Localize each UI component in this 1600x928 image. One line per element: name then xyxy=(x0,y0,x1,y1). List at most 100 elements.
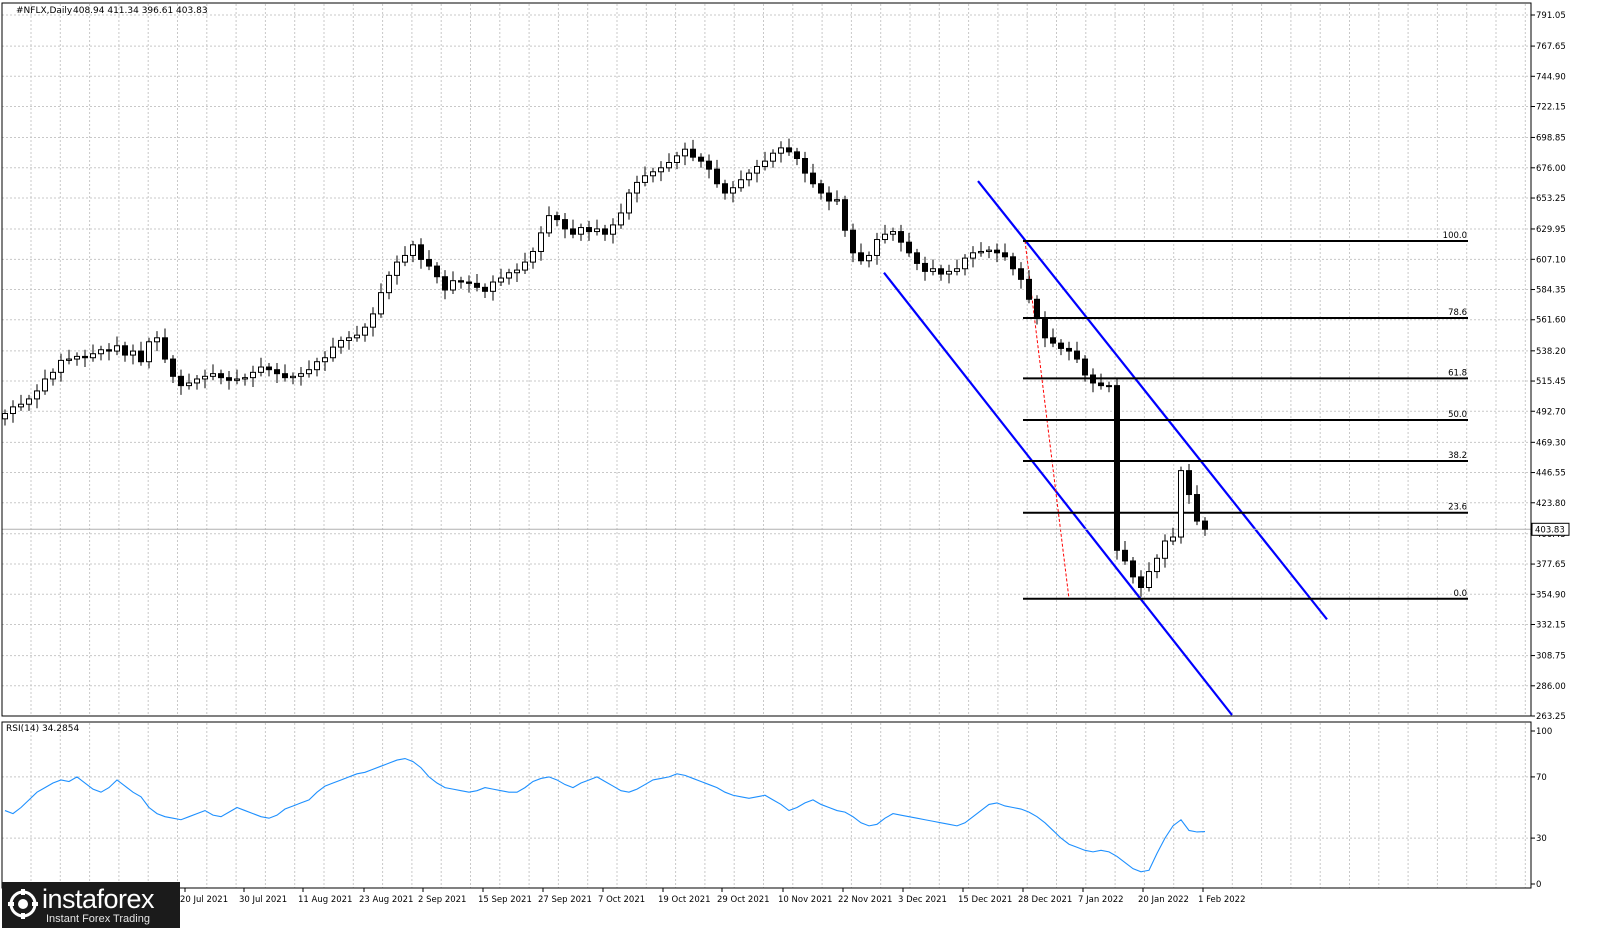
candle-body xyxy=(1170,536,1176,542)
price-axis-label: 607.10 xyxy=(1536,255,1566,265)
fib-level-label: 100.0 xyxy=(1443,231,1467,241)
date-axis-label: 19 Oct 2021 xyxy=(658,895,711,905)
candle-body xyxy=(1130,560,1136,578)
candle-body xyxy=(1066,347,1072,352)
candle-body xyxy=(10,406,16,415)
candle-body xyxy=(418,244,424,260)
candle-body xyxy=(58,359,64,373)
candle-body xyxy=(594,228,600,233)
candle-body xyxy=(946,270,952,275)
candle-body xyxy=(290,375,296,379)
main-grid xyxy=(2,4,1531,717)
date-axis-label: 23 Aug 2021 xyxy=(359,895,413,905)
candle-body xyxy=(554,215,560,221)
candle-body xyxy=(234,378,240,381)
candle-body xyxy=(810,172,816,185)
price-axis-label: 377.65 xyxy=(1536,560,1566,570)
candle-body xyxy=(826,192,832,202)
candle-body xyxy=(874,239,880,256)
candle-body xyxy=(178,375,184,387)
price-axis-label: 423.80 xyxy=(1536,499,1566,509)
price-axis-label: 354.90 xyxy=(1536,590,1566,600)
date-axis-label: 7 Oct 2021 xyxy=(598,895,645,905)
candle-body xyxy=(1090,374,1096,384)
candle-body xyxy=(658,167,664,173)
candle-body xyxy=(882,233,888,241)
candle-body xyxy=(2,413,8,420)
candle-body xyxy=(898,231,904,243)
date-axis-label: 11 Aug 2021 xyxy=(298,895,352,905)
candle-body xyxy=(626,192,632,214)
candle-body xyxy=(690,148,696,158)
candle-body xyxy=(74,355,80,360)
date-axis-label: 29 Oct 2021 xyxy=(717,895,770,905)
rsi-axis-label: 70 xyxy=(1536,773,1547,783)
candle-body xyxy=(794,151,800,160)
candle-body xyxy=(114,345,120,352)
candle-body xyxy=(66,358,72,361)
candle-body xyxy=(578,227,584,235)
candle-body xyxy=(1162,540,1168,559)
fib-level-label: 50.0 xyxy=(1448,410,1467,420)
date-axis-label: 27 Sep 2021 xyxy=(538,895,592,905)
price-axis-label: 446.55 xyxy=(1536,469,1566,479)
date-axis-label: 20 Jan 2022 xyxy=(1138,895,1189,905)
candle-body xyxy=(1146,571,1152,589)
candle-body xyxy=(298,373,304,377)
candle-body xyxy=(930,268,936,272)
rsi-line xyxy=(4,757,1206,873)
candle-body xyxy=(490,281,496,292)
candle-body xyxy=(730,187,736,194)
price-axis-label: 469.30 xyxy=(1536,438,1566,448)
candle-body xyxy=(714,168,720,185)
candle-body xyxy=(938,268,944,275)
candle-body xyxy=(34,390,40,400)
main-pane-frame xyxy=(1,2,1532,717)
candle-body xyxy=(154,337,160,343)
price-axis-label: 629.95 xyxy=(1536,225,1566,235)
candle-body xyxy=(834,199,840,202)
candle-body xyxy=(850,229,856,254)
price-axis-label: 722.15 xyxy=(1536,103,1566,113)
candle-body xyxy=(754,165,760,174)
candle-body xyxy=(314,361,320,371)
candle-body xyxy=(378,292,384,315)
candle-body xyxy=(146,341,152,363)
price-axis-label: 744.90 xyxy=(1536,72,1566,82)
candle-body xyxy=(866,254,872,262)
candle-body xyxy=(978,250,984,254)
candle-body xyxy=(858,252,864,262)
candle-body xyxy=(986,249,992,252)
candle-body xyxy=(570,228,576,235)
date-axis-label: 28 Dec 2021 xyxy=(1018,895,1072,905)
candle-body xyxy=(514,269,520,274)
rsi-axis-label: 30 xyxy=(1536,834,1547,844)
candle-body xyxy=(1178,470,1184,538)
date-axis-label: 30 Jul 2021 xyxy=(239,895,287,905)
candle-body xyxy=(210,373,216,377)
candle-body xyxy=(386,274,392,294)
candle-body xyxy=(1106,385,1112,388)
candle-body xyxy=(498,277,504,283)
price-axis-label: 332.15 xyxy=(1536,620,1566,630)
candle-body xyxy=(1050,337,1056,344)
candle-body xyxy=(346,337,352,341)
channel-lower-line xyxy=(883,272,1233,716)
candle-body xyxy=(394,261,400,276)
candle-body xyxy=(746,172,752,181)
candle-body xyxy=(970,252,976,259)
candle-body xyxy=(1074,350,1080,360)
candle-body xyxy=(90,353,96,359)
candle-body xyxy=(706,160,712,170)
channel-upper-line xyxy=(977,180,1328,621)
candle-body xyxy=(354,334,360,339)
candle-body xyxy=(634,181,640,194)
candle-body xyxy=(282,373,288,379)
candle-body xyxy=(474,282,480,288)
candle-body xyxy=(1018,268,1024,280)
candle-body xyxy=(258,366,264,373)
drawings: 100.0 78.6 61.8 50.0 38.2 23.6 0.0 xyxy=(2,180,1531,716)
candle-body xyxy=(1194,494,1200,522)
rsi-header-label: RSI(14) 34.2854 xyxy=(6,724,79,734)
